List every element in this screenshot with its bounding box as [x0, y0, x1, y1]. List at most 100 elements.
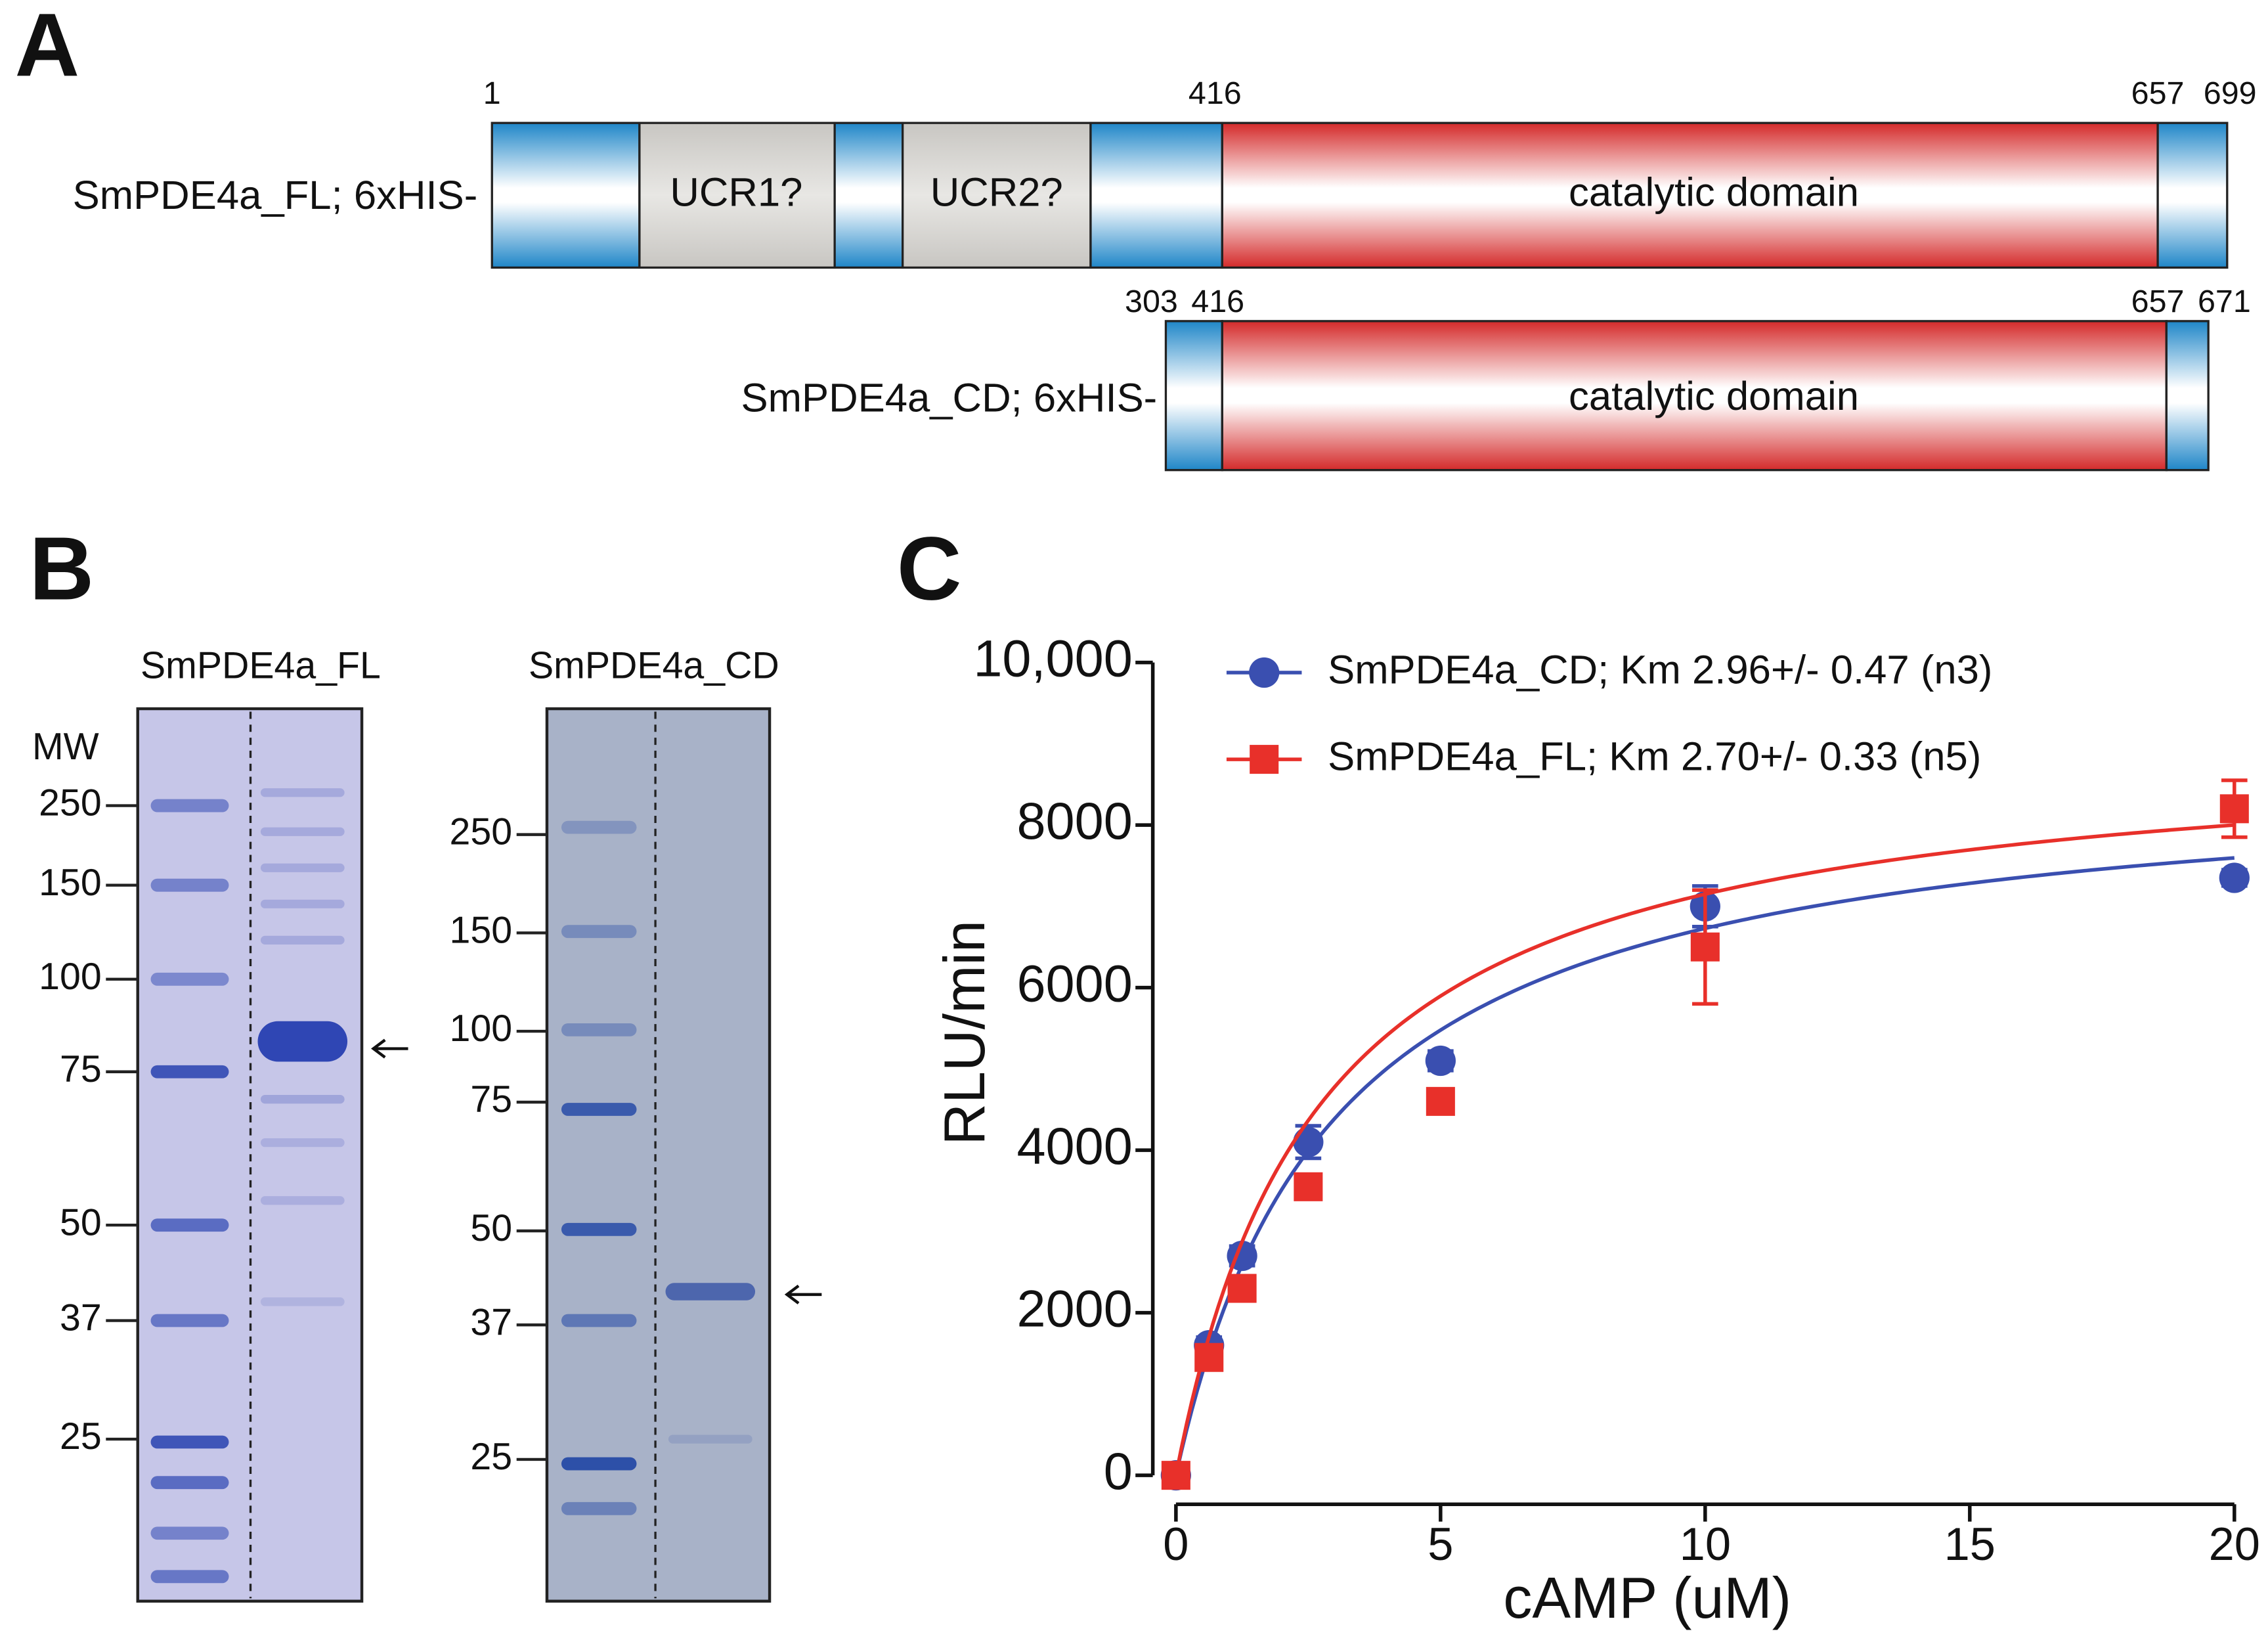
- data-point: [1294, 1172, 1323, 1201]
- band-arrow: [371, 1038, 408, 1059]
- gel-band: [150, 1218, 229, 1232]
- gel-band: [260, 827, 345, 836]
- legend-label: SmPDE4a_CD; Km 2.96+/- 0.47 (n3): [1328, 647, 1992, 692]
- construct-name: SmPDE4a_CD; 6xHIS-: [741, 375, 1158, 420]
- catalytic-domain: [1221, 320, 2168, 472]
- mw-label: MW: [32, 726, 99, 768]
- x-axis-label: cAMP (uM): [1503, 1565, 1791, 1630]
- gel-band: [150, 799, 229, 812]
- chart: 0 2000 4000 6000 8000 10,000 0 5 10 15 20 cAMP (uM)…: [932, 629, 2260, 1631]
- gel: [545, 707, 772, 1603]
- construct-name: SmPDE4a_FL; 6xHIS-: [73, 173, 478, 218]
- gel-band: [260, 935, 345, 945]
- ucr1-domain: [638, 122, 836, 269]
- position-label: 657: [2131, 284, 2185, 319]
- gel-band: [561, 1314, 637, 1327]
- gel-band: [260, 1138, 345, 1147]
- mw-marker-label: 75: [470, 1079, 512, 1121]
- gel-band: [260, 899, 345, 908]
- y-tick-label: 8000: [1016, 791, 1132, 850]
- linker: [1089, 122, 1223, 269]
- ucr2-domain: [902, 122, 1092, 269]
- data-point: [2219, 794, 2249, 824]
- gel-image: [545, 707, 772, 1603]
- legend-label: SmPDE4a_FL; Km 2.70+/- 0.33 (n5): [1328, 734, 1981, 779]
- gel-band: [150, 972, 229, 986]
- gel-band: [260, 1094, 345, 1104]
- linker: [2156, 122, 2229, 269]
- data-point: [1161, 1461, 1190, 1490]
- y-tick-label: 2000: [1016, 1279, 1132, 1338]
- x-tick-label: 5: [1428, 1518, 1453, 1570]
- position-label: 699: [2204, 76, 2257, 111]
- position-label: 671: [2198, 284, 2251, 319]
- legend-marker: [1249, 657, 1280, 688]
- gel-band: [150, 1435, 229, 1449]
- data-point: [2219, 862, 2250, 893]
- gel-band: [665, 1283, 756, 1301]
- y-tick-label: 6000: [1016, 954, 1132, 1013]
- gel-band: [150, 1526, 229, 1540]
- position-label: 1: [483, 76, 501, 111]
- mw-marker-label: 100: [450, 1008, 513, 1050]
- gel-band: [260, 788, 345, 797]
- gel-band: [561, 1023, 637, 1036]
- position-label: 303: [1125, 284, 1178, 319]
- mw-marker-label: 75: [60, 1048, 102, 1090]
- mw-marker-label: 100: [39, 956, 102, 998]
- mw-marker-label: 50: [60, 1201, 102, 1243]
- position-label: 657: [2131, 76, 2185, 111]
- mw-marker-label: 25: [470, 1436, 512, 1478]
- gel-band: [260, 863, 345, 872]
- mw-marker-label: 250: [450, 811, 513, 853]
- gel-band: [257, 1021, 348, 1062]
- cd-construct: [1164, 320, 2210, 472]
- domain-label: catalytic domain: [1569, 374, 1859, 419]
- data-point: [1425, 1045, 1456, 1077]
- data-point: [1690, 932, 1720, 962]
- mw-marker-label: 50: [470, 1207, 512, 1249]
- catalytic-domain: [1221, 122, 2159, 269]
- gel-band: [561, 1457, 637, 1471]
- gel-band: [150, 878, 229, 892]
- gel-title: SmPDE4a_FL: [141, 644, 381, 686]
- linker: [491, 122, 641, 269]
- gel-band: [561, 925, 637, 939]
- mw-marker-label: 150: [450, 909, 513, 951]
- linker: [2165, 320, 2210, 472]
- panel-label: C: [897, 518, 962, 619]
- gel: [136, 707, 364, 1603]
- panel-label: A: [15, 0, 80, 95]
- linker: [833, 122, 904, 269]
- data-point: [1194, 1343, 1224, 1372]
- x-tick-label: 10: [1680, 1518, 1731, 1570]
- gel-band: [150, 1314, 229, 1327]
- panel-label: B: [30, 518, 95, 619]
- domain-label: UCR2?: [930, 170, 1063, 215]
- gel-band: [561, 820, 637, 834]
- data-point: [1293, 1126, 1324, 1157]
- gel-band: [150, 1570, 229, 1584]
- y-tick-label: 4000: [1016, 1117, 1132, 1175]
- x-tick-label: 15: [1944, 1518, 1995, 1570]
- position-label: 416: [1189, 76, 1242, 111]
- linker: [1164, 320, 1223, 472]
- y-tick-label: 0: [1104, 1442, 1133, 1500]
- data-point: [1227, 1274, 1257, 1303]
- gel-band: [668, 1435, 752, 1444]
- mw-marker-label: 150: [39, 862, 102, 904]
- x-tick-label: 0: [1163, 1518, 1189, 1570]
- domain-label: catalytic domain: [1569, 170, 1859, 215]
- gel-band: [561, 1501, 637, 1515]
- gel-title: SmPDE4a_CD: [529, 644, 779, 686]
- gel-band: [150, 1476, 229, 1490]
- mw-marker-label: 37: [60, 1297, 102, 1339]
- y-axis-label: RLU/min: [932, 920, 997, 1146]
- domain-label: UCR1?: [670, 170, 802, 215]
- gel-band: [260, 1297, 345, 1306]
- position-label: 416: [1191, 284, 1244, 319]
- mw-marker-label: 37: [470, 1301, 512, 1343]
- y-tick-label: 10,000: [973, 629, 1132, 688]
